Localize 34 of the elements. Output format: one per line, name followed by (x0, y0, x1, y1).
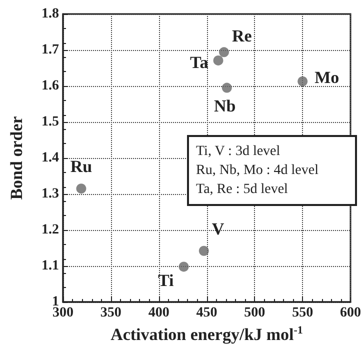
y-tick-label: 1.3 (42, 186, 59, 202)
x-tick-label: 600 (340, 306, 361, 320)
annotation: Ti, V : 3d level (196, 143, 282, 161)
annotation: Nb (214, 96, 236, 116)
annotation: Re (232, 26, 252, 46)
point (219, 47, 229, 58)
x-tick-label: 450 (196, 306, 218, 320)
x-tick-label: 300 (52, 306, 74, 320)
note-box: Ti, V : 3d level Ru, Nb, Mo : 4d level Ta, Re : 5d level (187, 135, 357, 206)
annotation: Ta, Re : 5d level (196, 181, 289, 199)
point (298, 76, 308, 86)
y-tick-label: 1.2 (42, 222, 59, 238)
y-tick-label: 1.6 (42, 78, 59, 94)
point (222, 82, 232, 93)
annotation: Mo (314, 68, 340, 87)
y-tick-label: 1.1 (42, 258, 59, 274)
y-tick-label: 1.8 (42, 6, 59, 22)
y-tick-label: 1.7 (42, 42, 59, 58)
point (213, 55, 224, 66)
annotation: Ta (190, 52, 209, 72)
point (178, 262, 189, 272)
x-tick-label: 550 (292, 306, 314, 320)
x-tick-label: 500 (244, 306, 266, 320)
annotation: Ru (70, 157, 92, 176)
point (198, 246, 209, 256)
point (76, 184, 86, 194)
annotation: V (212, 219, 225, 238)
x-tick-label: 400 (148, 306, 170, 320)
annotation: Ru, Nb, Mo : 4d level (196, 162, 320, 180)
y-tick-label: 1.5 (42, 114, 59, 130)
annotation: Ti (158, 271, 174, 290)
y-tick-label: 1.4 (42, 150, 59, 166)
y-axis-title: Bond order (7, 116, 26, 200)
x-tick-label: 350 (100, 306, 122, 320)
